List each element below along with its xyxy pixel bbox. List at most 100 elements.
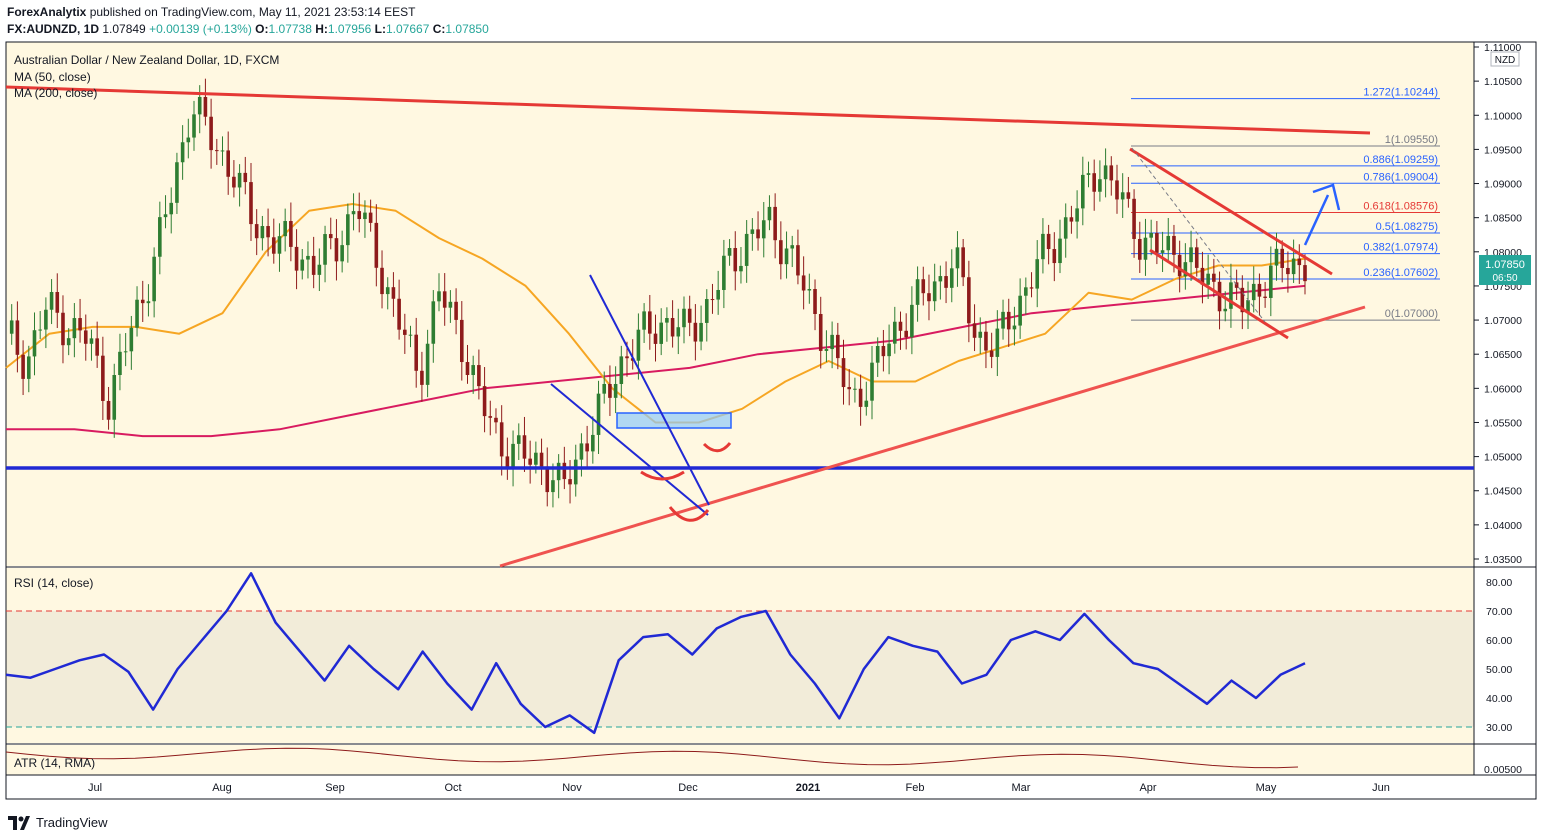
wedge-upper[interactable] (589, 274, 710, 506)
candle-body (1291, 258, 1296, 275)
rsi-tick-label: 30.00 (1486, 722, 1512, 734)
candle-body (836, 334, 840, 359)
wedge-lower[interactable] (550, 383, 709, 516)
price-tick-label: 1.07000 (1484, 315, 1522, 327)
candle-body (602, 383, 607, 394)
month-label: Aug (212, 782, 232, 794)
candle-body (431, 301, 436, 344)
price-tick-label: 1.08000 (1484, 247, 1522, 259)
candle-body (875, 346, 880, 363)
price-axis[interactable] (1474, 42, 1536, 775)
candle-body (511, 443, 515, 469)
candle-body (824, 349, 829, 351)
candle-body (203, 96, 208, 117)
candle-body (9, 320, 14, 334)
candle-body (1223, 308, 1228, 312)
month-label: Feb (906, 782, 925, 794)
price-tick-label: 1.06500 (1484, 349, 1522, 361)
candle-body (972, 323, 977, 338)
candle-body (579, 443, 584, 460)
candle-body (459, 319, 464, 363)
candle-body (693, 322, 698, 342)
candle-body (710, 299, 715, 301)
drawings (5, 85, 1474, 568)
candle-body (722, 255, 726, 290)
price-chart[interactable]: 1.272(1.10244) 1(1.09550) 0.886(1.09259) 0.… (0, 40, 1541, 802)
rsi-tick-label: 60.00 (1486, 635, 1512, 647)
candle-body (1035, 259, 1040, 289)
candle-body (89, 338, 94, 344)
candle-body (995, 328, 1000, 357)
candle-body (197, 96, 202, 115)
atr-legend: ATR (14, RMA) (14, 756, 96, 770)
month-label: Apr (1139, 782, 1156, 794)
candle-body (619, 356, 624, 384)
candle-body (1263, 296, 1267, 298)
low-label: L: (374, 22, 386, 36)
month-label: Oct (444, 782, 461, 794)
rising-trendline[interactable] (499, 305, 1366, 568)
candle-body (158, 217, 162, 257)
channel-upper[interactable] (1129, 147, 1333, 276)
channel-lower[interactable] (1149, 248, 1289, 340)
candle-body (1132, 198, 1136, 239)
candle-body (294, 246, 299, 271)
candle-body (1012, 325, 1017, 330)
month-label: Mar (1012, 782, 1031, 794)
low-value: 1.07667 (385, 22, 430, 36)
candle-body (1115, 180, 1119, 200)
arrow-head (1312, 183, 1341, 211)
candle-body (847, 387, 852, 390)
candle-body (961, 247, 965, 278)
price-change: +0.00139 (+0.13%) (149, 22, 252, 36)
atr-pane[interactable] (6, 745, 1474, 775)
candle-body (226, 150, 230, 177)
candle-body (1177, 254, 1182, 277)
candle-body (482, 386, 487, 417)
candle-body (454, 301, 458, 320)
candle-body (357, 211, 362, 220)
right-shoulder-arc (702, 442, 732, 453)
demand-zone[interactable] (616, 412, 732, 429)
candle-body (881, 346, 886, 357)
candle-body (408, 334, 413, 336)
candle-body (328, 234, 333, 239)
candle-body (289, 221, 293, 247)
time-axis[interactable]: Jul Aug Sep Oct Nov Dec 2021 Feb Mar Apr May Jun (88, 782, 1390, 794)
candle-body (1109, 165, 1114, 181)
candle-body (21, 354, 25, 379)
tradingview-footer[interactable]: TradingView (8, 815, 108, 830)
candle-body (465, 362, 470, 376)
price-tick-label: 1.03500 (1484, 554, 1522, 566)
month-label: 2021 (796, 782, 820, 794)
candle-body (135, 299, 139, 328)
candle-body (1098, 179, 1102, 192)
candle-body (568, 479, 572, 485)
candle-body (784, 248, 789, 265)
projection-arrow[interactable] (1303, 194, 1330, 246)
candle-body (1240, 287, 1245, 313)
candle-body (1086, 173, 1091, 175)
candle-body (1274, 248, 1279, 266)
candle-body (1001, 311, 1005, 329)
candle-body (1063, 217, 1068, 239)
candle-body (425, 343, 430, 385)
price-tick-label: 1.05000 (1484, 452, 1522, 464)
fibonacci-levels: 1.272(1.10244) 1(1.09550) 0.886(1.09259) 0.… (1131, 87, 1440, 321)
candle-body (761, 220, 766, 239)
candle-body (665, 318, 669, 323)
open-label: O: (255, 22, 269, 36)
resistance-trendline[interactable] (5, 85, 1371, 135)
publisher-name[interactable]: ForexAnalytix (7, 5, 87, 19)
high-label: H: (315, 22, 328, 36)
candle-body (499, 422, 504, 457)
candle-body (739, 265, 743, 272)
candle-body (1246, 300, 1250, 313)
chart-frame[interactable]: 1.272(1.10244) 1(1.09550) 0.886(1.09259) 0.… (0, 40, 1541, 802)
month-label: Dec (678, 782, 698, 794)
ma200-path (6, 284, 1306, 438)
candle-body (892, 321, 897, 344)
candle-body (556, 462, 561, 481)
candle-body (562, 462, 567, 480)
candle-body (744, 233, 749, 266)
